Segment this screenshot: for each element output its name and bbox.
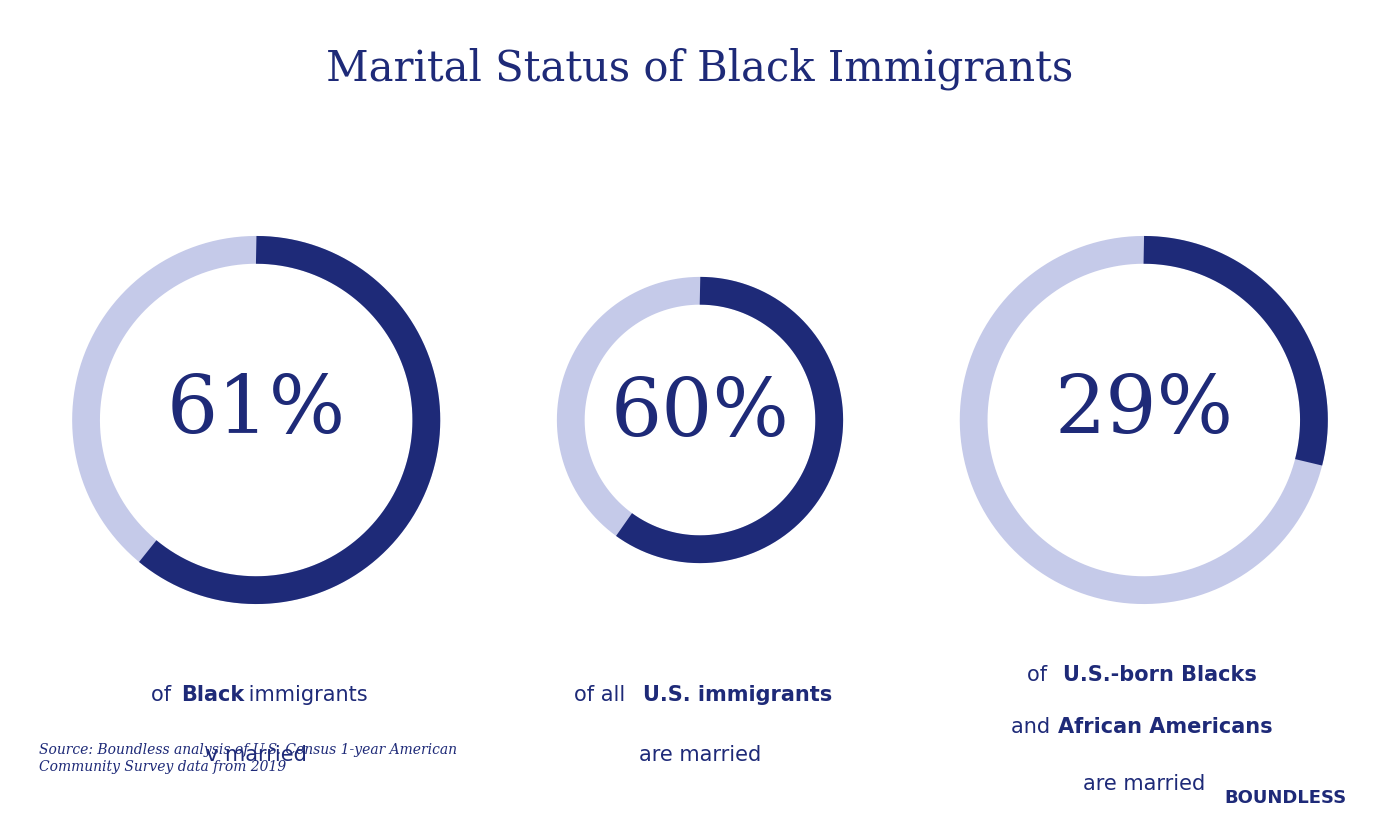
Text: immigrants: immigrants xyxy=(242,685,368,705)
Text: of: of xyxy=(151,685,178,705)
Text: African Americans: African Americans xyxy=(1058,717,1273,738)
Text: 29%: 29% xyxy=(1054,372,1233,450)
Text: of: of xyxy=(1028,664,1054,685)
Text: Marital Status of Black Immigrants: Marital Status of Black Immigrants xyxy=(326,47,1074,90)
Text: Source: Boundless analysis of U.S. Census 1-year American
Community Survey data : Source: Boundless analysis of U.S. Censu… xyxy=(39,743,456,774)
Text: v married: v married xyxy=(206,745,307,765)
Text: are married: are married xyxy=(638,745,762,765)
Text: U.S. immigrants: U.S. immigrants xyxy=(643,685,833,705)
Text: are married: are married xyxy=(1082,774,1205,794)
Text: BOUNDLESS: BOUNDLESS xyxy=(1224,789,1347,807)
Text: 61%: 61% xyxy=(167,372,346,450)
Text: Black: Black xyxy=(181,685,245,705)
Text: and: and xyxy=(1011,717,1057,738)
Text: of all: of all xyxy=(574,685,631,705)
Text: 60%: 60% xyxy=(610,375,790,453)
Text: U.S.-born Blacks: U.S.-born Blacks xyxy=(1063,664,1257,685)
